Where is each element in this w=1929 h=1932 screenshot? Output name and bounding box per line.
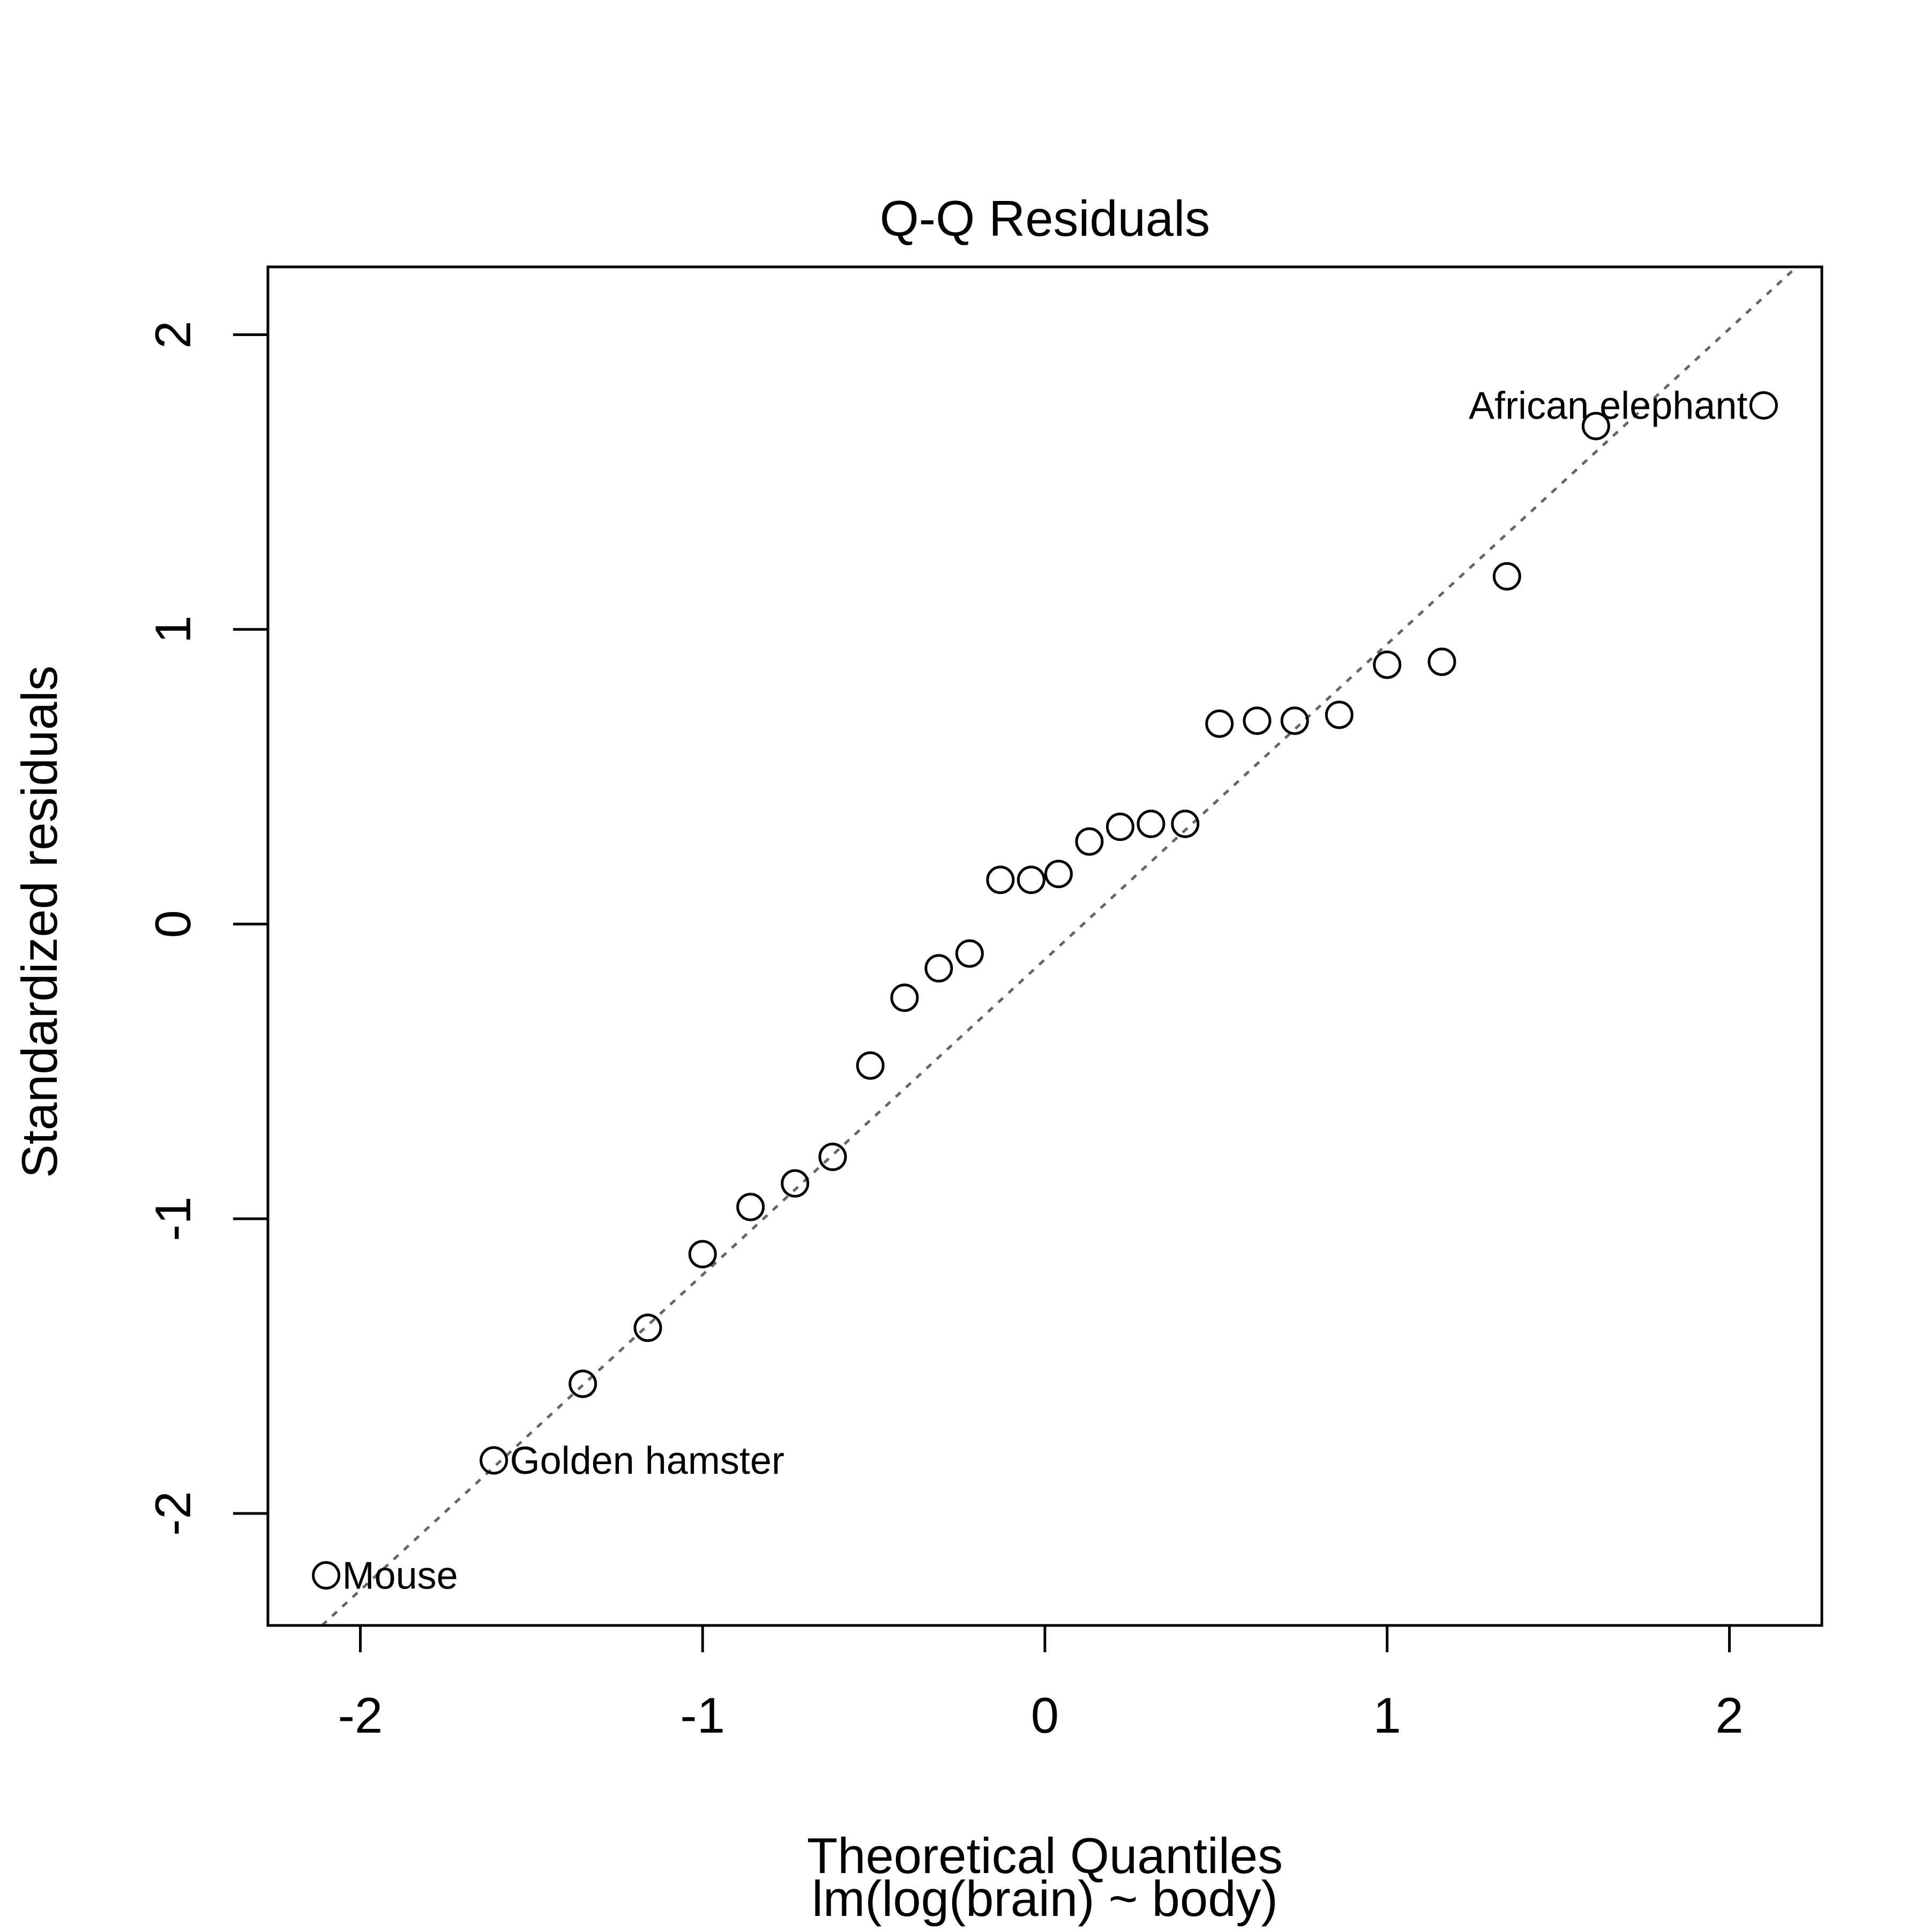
data-point: [1171, 809, 1200, 838]
data-point: [986, 866, 1015, 894]
y-tick-label: -2: [145, 1491, 201, 1536]
data-point: [1137, 809, 1165, 838]
reference-line: [321, 266, 1798, 1627]
data-point: [1427, 647, 1456, 676]
data-points: [312, 391, 1778, 1590]
y-tick-label: 0: [145, 910, 201, 938]
data-point: [1075, 827, 1104, 856]
data-point: [1205, 709, 1234, 738]
x-tick-label: 2: [1715, 1687, 1743, 1743]
x-axis-title: Theoretical Quantiles: [807, 1827, 1283, 1884]
data-point: [818, 1143, 847, 1172]
data-point: [1243, 706, 1272, 735]
x-tick-label: 1: [1373, 1687, 1401, 1743]
data-point: [312, 1561, 341, 1590]
x-tick-label: -1: [680, 1687, 725, 1743]
point-label: Golden hamster: [510, 1439, 784, 1482]
data-point: [736, 1192, 765, 1221]
point-label: African elephant: [1469, 384, 1747, 427]
chart-title: Q-Q Residuals: [880, 190, 1210, 247]
data-point: [688, 1240, 717, 1269]
y-tick-label: -1: [145, 1196, 201, 1241]
y-axis-title: Standardized residuals: [11, 666, 68, 1178]
point-label: Mouse: [342, 1555, 458, 1598]
data-point: [924, 954, 953, 983]
data-point: [1016, 866, 1045, 894]
y-axis: -2 -1 0 1 2: [145, 320, 270, 1536]
data-point: [1373, 650, 1402, 679]
data-point: [781, 1169, 810, 1198]
data-point: [856, 1051, 885, 1080]
x-tick-label: -2: [338, 1687, 383, 1743]
data-point: [633, 1314, 662, 1342]
x-tick-label: 0: [1031, 1687, 1059, 1743]
data-point: [1044, 860, 1073, 889]
x-axis: -2 -1 0 1 2: [338, 1624, 1744, 1743]
data-point: [1325, 700, 1354, 729]
data-point: [569, 1369, 597, 1398]
data-point: [890, 983, 919, 1012]
point-labels: Mouse Golden hamster African elephant: [342, 384, 1748, 1597]
y-tick-label: 1: [145, 615, 201, 643]
data-point: [1492, 562, 1521, 591]
data-point: [480, 1446, 509, 1475]
x-axis-subtitle: lm(log(brain) ~ body): [812, 1870, 1278, 1927]
y-tick-label: 2: [145, 320, 201, 348]
data-point: [1581, 412, 1610, 441]
data-point: [1106, 812, 1135, 841]
plot-frame: [266, 265, 1823, 1627]
data-point: [1749, 391, 1778, 420]
data-point: [955, 939, 984, 968]
data-point: [1280, 706, 1309, 735]
